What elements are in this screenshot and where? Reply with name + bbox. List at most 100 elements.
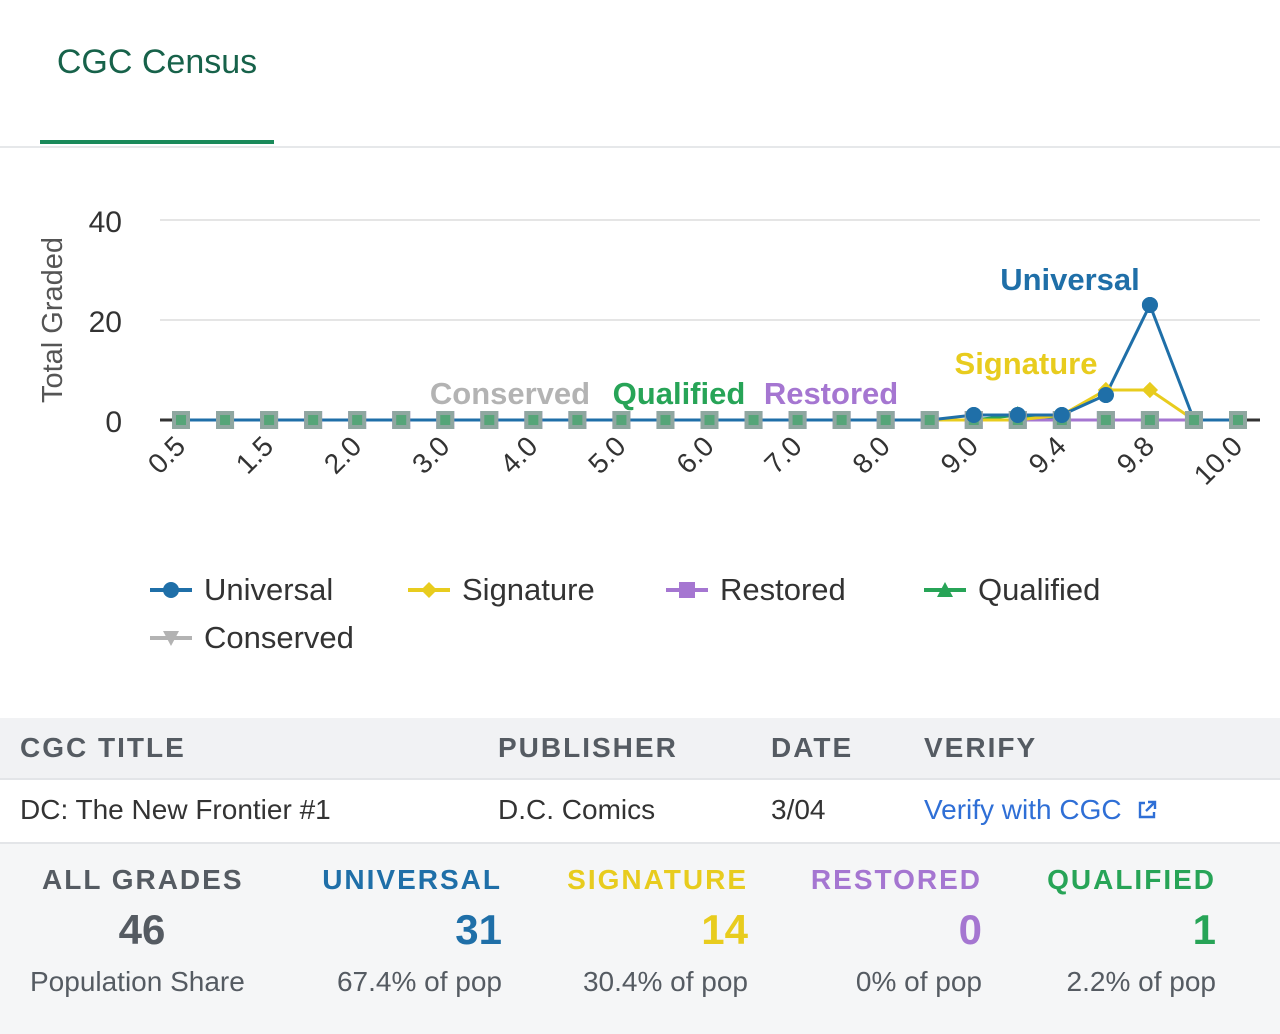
legend-label: Universal xyxy=(204,572,334,607)
x-tick-label: 9.8 xyxy=(1111,430,1160,479)
cell-date: 3/04 xyxy=(771,794,826,825)
header-date: DATE xyxy=(771,732,854,763)
legend-marker-signature-icon xyxy=(408,582,450,598)
stat-restored: RESTORED 0 0% of pop xyxy=(780,864,982,998)
header-verify: VERIFY xyxy=(924,732,1038,763)
stat-value: 0 xyxy=(958,906,982,953)
x-tick-label: 1.5 xyxy=(230,430,279,479)
x-tick-label: 5.0 xyxy=(582,430,631,479)
data-point-qualified-overlay xyxy=(572,415,583,425)
legend-label: Qualified xyxy=(978,572,1101,607)
stat-sub: 2.2% of pop xyxy=(1066,966,1216,997)
y-tick-label: 0 xyxy=(105,406,122,439)
tab-bar: CGC Census xyxy=(0,0,1280,148)
legend-label: Signature xyxy=(462,572,595,607)
x-tick-label: 9.4 xyxy=(1023,430,1072,479)
data-point-qualified-overlay xyxy=(616,415,627,425)
stat-value: 31 xyxy=(455,906,502,953)
stat-all-grades: ALL GRADES 46 Population Share xyxy=(30,864,245,998)
tab-cgc-census[interactable]: CGC Census xyxy=(40,0,274,144)
x-tick-label: 9.0 xyxy=(935,430,984,479)
stat-value: 14 xyxy=(701,906,748,953)
stat-label: UNIVERSAL xyxy=(322,864,502,895)
stat-label: ALL GRADES xyxy=(42,864,244,895)
legend-item-universal[interactable]: Universal xyxy=(150,572,333,608)
x-tick-label: 0.5 xyxy=(142,430,191,479)
series-annotation: Qualified xyxy=(613,376,746,411)
stat-sub: 0% of pop xyxy=(855,966,982,997)
census-chart: 0 20 40 Total Graded 0.5 1.5 2.0 3.0 4.0 5.0 6.0 7.… xyxy=(37,206,1260,491)
legend-item-conserved[interactable]: Conserved xyxy=(150,620,354,656)
header-cgc-title: CGC TITLE xyxy=(20,732,186,763)
stat-sub: Population Share xyxy=(30,966,245,997)
legend-label: Conserved xyxy=(204,620,354,655)
cell-publisher: D.C. Comics xyxy=(498,794,656,825)
data-point-qualified-overlay xyxy=(264,415,275,425)
data-point-qualified-overlay xyxy=(704,415,715,425)
y-tick-label: 40 xyxy=(89,206,122,239)
stat-sub: 30.4% of pop xyxy=(582,966,748,997)
x-tick-label: 10.0 xyxy=(1188,430,1248,490)
data-point-qualified-overlay xyxy=(176,415,186,425)
data-point-universal xyxy=(965,407,982,423)
stat-label: QUALIFIED xyxy=(1047,864,1216,895)
data-point-qualified-overlay xyxy=(748,415,759,425)
x-tick-label: 6.0 xyxy=(670,430,719,479)
data-point-qualified-overlay xyxy=(836,415,847,425)
data-point-signature xyxy=(1141,382,1158,398)
x-tick-label: 7.0 xyxy=(758,430,807,479)
data-point-qualified-overlay xyxy=(440,415,451,425)
data-point-qualified-overlay xyxy=(880,415,891,425)
legend-marker-qualified-icon xyxy=(924,582,966,597)
table-header: CGC TITLE PUBLISHER DATE VERIFY xyxy=(0,718,1280,780)
series-annotation: Signature xyxy=(955,346,1098,381)
cell-title: DC: The New Frontier #1 xyxy=(20,794,331,825)
data-point-universal xyxy=(1141,297,1158,313)
stat-sub: 67.4% of pop xyxy=(336,966,502,997)
stat-universal: UNIVERSAL 31 67.4% of pop xyxy=(300,864,502,998)
external-link-icon xyxy=(1139,800,1157,819)
data-point-qualified-overlay xyxy=(352,415,363,425)
stat-signature: SIGNATURE 14 30.4% of pop xyxy=(548,864,748,998)
data-point-qualified-overlay xyxy=(1188,415,1199,425)
stat-label: SIGNATURE xyxy=(567,864,748,895)
verify-link-label: Verify with CGC xyxy=(924,794,1122,825)
data-point-qualified-overlay xyxy=(308,415,319,425)
legend-item-qualified[interactable]: Qualified xyxy=(924,572,1100,608)
tab-cgc-census-label: CGC Census xyxy=(56,42,258,81)
table-row: DC: The New Frontier #1 D.C. Comics 3/04… xyxy=(0,780,1280,844)
data-point-qualified-overlay xyxy=(660,415,671,425)
legend-item-restored[interactable]: Restored xyxy=(666,572,846,608)
x-tick-label: 2.0 xyxy=(318,430,367,479)
population-stats: ALL GRADES 46 Population Share UNIVERSAL… xyxy=(0,844,1280,1034)
legend-marker-conserved-icon xyxy=(150,631,192,646)
legend-label: Restored xyxy=(720,572,846,607)
data-point-qualified-overlay xyxy=(484,415,495,425)
data-point-qualified-overlay xyxy=(220,415,231,425)
stat-value: 1 xyxy=(1192,906,1216,953)
data-point-qualified-overlay xyxy=(1100,415,1111,425)
data-point-universal xyxy=(1009,407,1026,423)
series-annotation: Conserved xyxy=(430,376,590,411)
header-publisher: PUBLISHER xyxy=(498,732,678,763)
data-point-qualified-overlay xyxy=(792,415,803,425)
legend-marker-universal-icon xyxy=(150,582,192,598)
verify-with-cgc-link[interactable]: Verify with CGC xyxy=(924,794,1159,826)
data-point-qualified-overlay xyxy=(528,415,539,425)
x-tick-label: 3.0 xyxy=(406,430,455,479)
x-tick-label: 4.0 xyxy=(494,430,543,479)
data-point-qualified-overlay xyxy=(1233,415,1243,425)
stat-value: 46 xyxy=(118,906,166,953)
census-table: CGC TITLE PUBLISHER DATE VERIFY DC: The … xyxy=(0,718,1280,844)
y-tick-label: 20 xyxy=(89,306,122,339)
data-point-qualified-overlay xyxy=(396,415,407,425)
data-point-qualified-overlay xyxy=(924,415,935,425)
data-point-universal xyxy=(1053,407,1070,423)
series-annotation: Universal xyxy=(1000,262,1140,297)
stat-qualified: QUALIFIED 1 2.2% of pop xyxy=(1016,864,1216,998)
legend-marker-restored-icon xyxy=(666,582,708,598)
stat-label: RESTORED xyxy=(810,864,982,895)
series-annotation: Restored xyxy=(764,376,898,411)
data-point-universal xyxy=(1097,387,1114,403)
legend-item-signature[interactable]: Signature xyxy=(408,572,595,608)
